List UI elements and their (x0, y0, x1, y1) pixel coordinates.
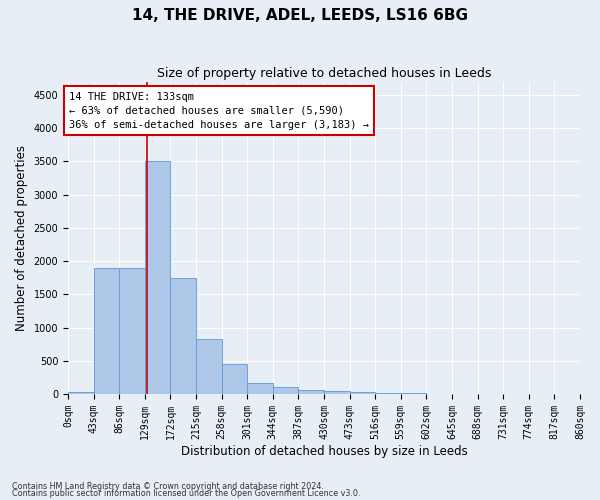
Bar (221, 364, 247, 394)
Text: 14, THE DRIVE, ADEL, LEEDS, LS16 6BG: 14, THE DRIVE, ADEL, LEEDS, LS16 6BG (132, 8, 468, 22)
Y-axis label: Number of detached properties: Number of detached properties (15, 145, 28, 331)
Text: Contains HM Land Registry data © Crown copyright and database right 2024.: Contains HM Land Registry data © Crown c… (12, 482, 324, 491)
Bar (68, 392, 94, 394)
Text: Contains public sector information licensed under the Open Government Licence v3: Contains public sector information licen… (12, 489, 361, 498)
Text: 14 THE DRIVE: 133sqm
← 63% of detached houses are smaller (5,590)
36% of semi-de: 14 THE DRIVE: 133sqm ← 63% of detached h… (69, 92, 369, 130)
Bar (119, 268, 145, 394)
Bar (170, 278, 196, 394)
Title: Size of property relative to detached houses in Leeds: Size of property relative to detached ho… (157, 68, 491, 80)
Bar (350, 392, 375, 394)
Bar (375, 393, 401, 394)
Bar (94, 268, 119, 394)
Bar (196, 339, 221, 394)
Bar (145, 162, 170, 394)
X-axis label: Distribution of detached houses by size in Leeds: Distribution of detached houses by size … (181, 444, 467, 458)
Bar (324, 392, 350, 394)
Bar (298, 390, 324, 394)
Bar (247, 382, 273, 394)
Bar (273, 388, 298, 394)
